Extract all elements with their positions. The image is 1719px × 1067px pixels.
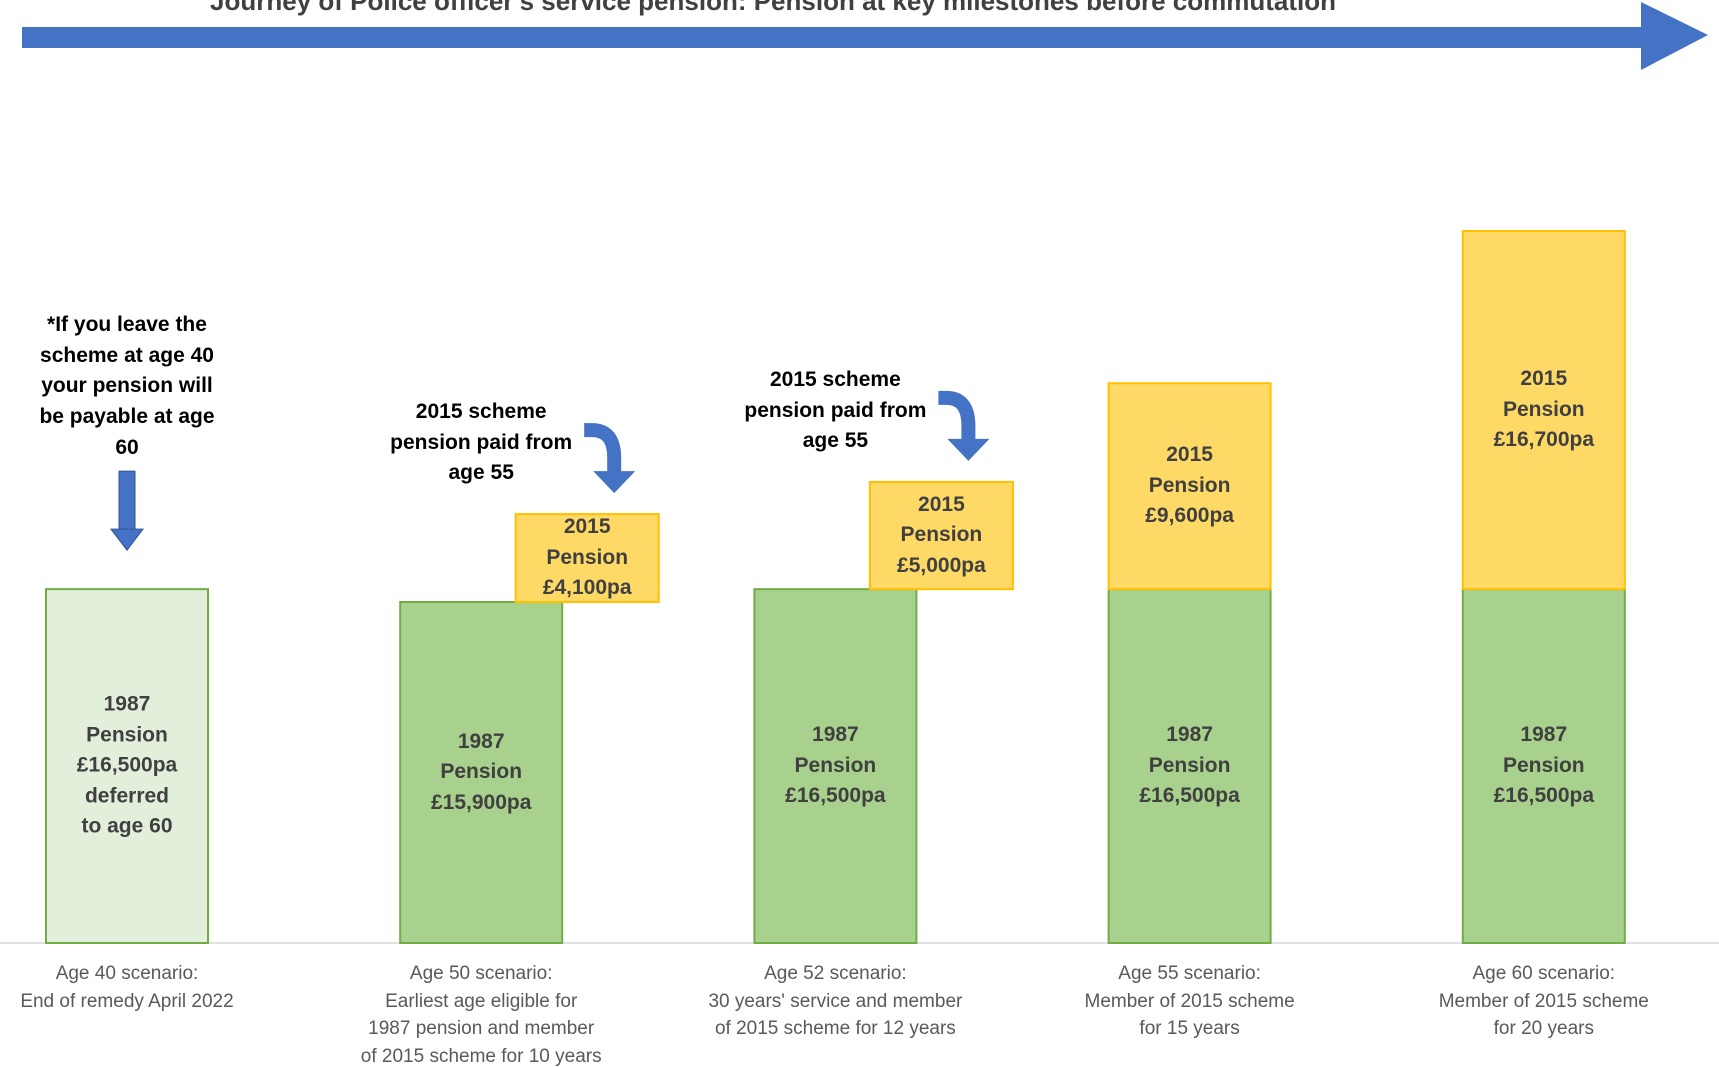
annotation-arrow xyxy=(118,470,136,531)
timeline-arrow xyxy=(22,2,1708,70)
chart-title: Journey of Police officer's service pens… xyxy=(210,0,1336,16)
bar-label: 1987 Pension £16,500pa xyxy=(1139,723,1240,808)
annotation: 2015 scheme pension paid from age 55 xyxy=(390,400,573,485)
bar-segment xyxy=(1107,382,1272,591)
bar-segment xyxy=(753,588,918,944)
x-tick-label: Age 52 scenario: 30 years' service and m… xyxy=(708,963,963,1039)
bar-label: 1987 Pension £16,500pa xyxy=(1493,723,1595,808)
annotation-arrowhead xyxy=(593,471,636,494)
bar-segment xyxy=(514,513,660,604)
bar-label: 2015 Pension £16,700pa xyxy=(1493,367,1595,452)
bar-segment xyxy=(868,480,1014,591)
x-tick-label: Age 60 scenario: Member of 2015 scheme f… xyxy=(1438,963,1649,1039)
bar-label: 2015 Pension £4,100pa xyxy=(542,515,632,600)
annotation-arrow xyxy=(584,423,622,474)
bar-segment xyxy=(1107,588,1272,944)
annotation-arrowhead xyxy=(947,438,990,461)
bar-label: 1987 Pension £16,500pa xyxy=(785,723,886,808)
bar-segment xyxy=(399,601,564,944)
bar-segment xyxy=(1461,230,1626,591)
annotation-arrow xyxy=(938,390,976,441)
bar-label: 1987 Pension £16,500pa deferred to age 6… xyxy=(76,692,178,838)
bar-segment xyxy=(45,588,209,944)
bar-label: 2015 Pension £9,600pa xyxy=(1145,443,1234,528)
annotation: 2015 scheme pension paid from age 55 xyxy=(744,368,927,453)
bar-segment xyxy=(1461,588,1626,944)
x-tick-label: Age 55 scenario: Member of 2015 scheme f… xyxy=(1084,963,1295,1039)
annotation-arrowhead xyxy=(109,528,145,551)
x-tick-label: Age 40 scenario: End of remedy April 202… xyxy=(20,963,234,1012)
x-tick-label: Age 50 scenario: Earliest age eligible f… xyxy=(360,963,602,1067)
annotation: *If you leave the scheme at age 40 your … xyxy=(39,313,215,459)
bar-label: 2015 Pension £5,000pa xyxy=(897,492,986,577)
bar-label: 1987 Pension £15,900pa xyxy=(430,729,532,814)
